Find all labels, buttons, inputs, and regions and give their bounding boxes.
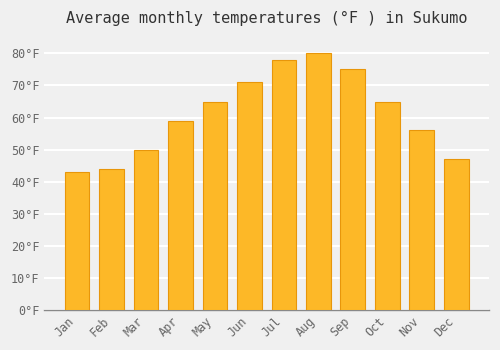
- Title: Average monthly temperatures (°F ) in Sukumo: Average monthly temperatures (°F ) in Su…: [66, 11, 468, 26]
- Bar: [202, 102, 228, 310]
- Bar: [168, 121, 193, 310]
- Bar: [64, 172, 90, 310]
- Bar: [340, 69, 365, 310]
- Bar: [306, 54, 331, 310]
- Bar: [99, 169, 124, 310]
- Bar: [410, 130, 434, 310]
- Bar: [375, 102, 400, 310]
- Bar: [237, 82, 262, 310]
- Bar: [134, 149, 158, 310]
- Bar: [444, 159, 468, 310]
- Bar: [272, 60, 296, 310]
